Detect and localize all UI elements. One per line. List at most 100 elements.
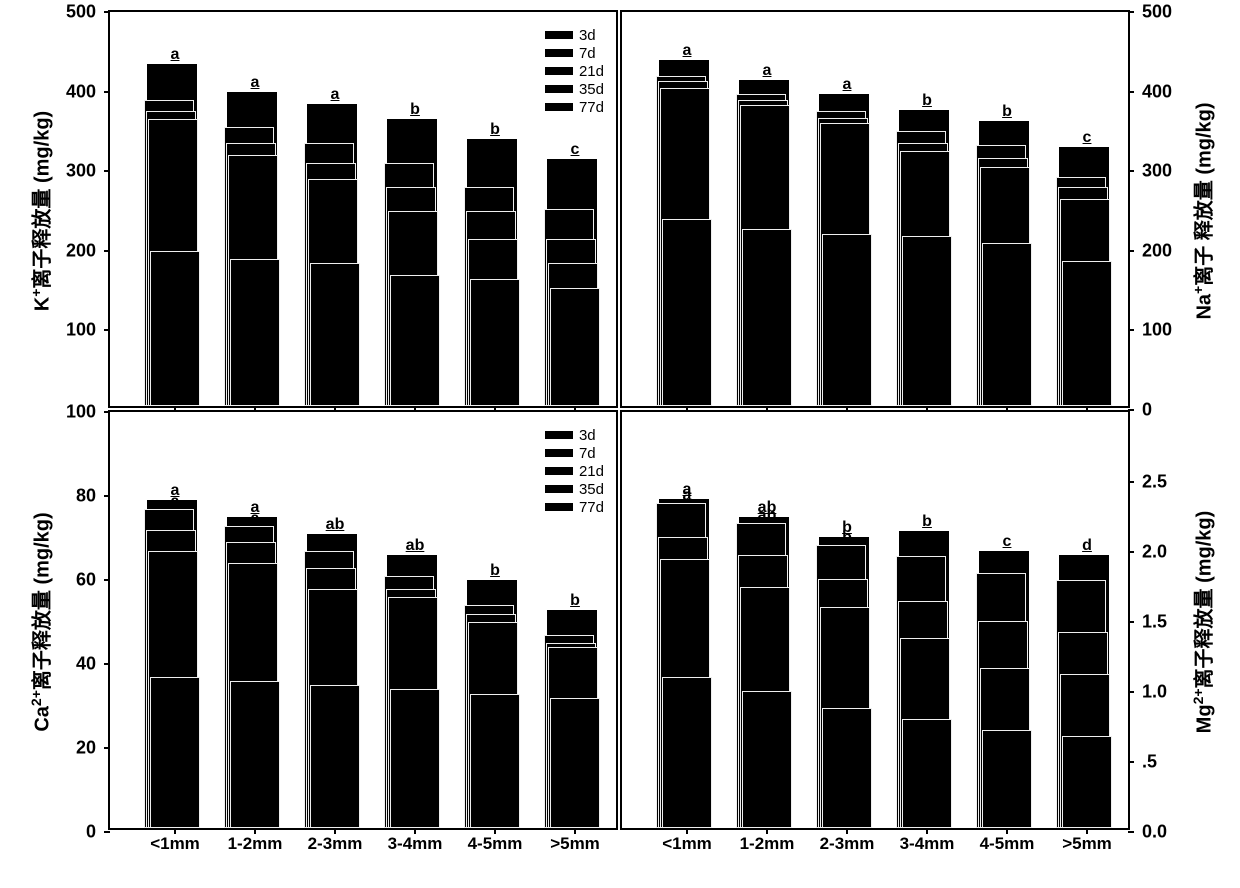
- legend-item: 3d: [545, 426, 604, 444]
- legend-item: 77d: [545, 98, 604, 116]
- y-tick-mark: [1128, 551, 1134, 553]
- x-tick-mark: [926, 828, 928, 834]
- sig-letter: ab: [326, 535, 345, 553]
- x-tick-label: 2-3mm: [820, 834, 875, 854]
- y-tick-mark: [104, 747, 110, 749]
- y-tick-label: 100: [66, 402, 96, 423]
- bar-d3: [230, 259, 280, 406]
- y-tick-label: 80: [76, 486, 96, 507]
- y-tick-label: 300: [66, 161, 96, 182]
- legend-item: 7d: [545, 444, 604, 462]
- x-tick-label: >5mm: [550, 834, 600, 854]
- x-tick-label: <1mm: [662, 834, 712, 854]
- x-tick-mark: [574, 828, 576, 834]
- sig-letter: ab: [406, 537, 425, 555]
- sig-letter: b: [1002, 129, 1012, 147]
- legend-swatch: [545, 31, 573, 39]
- legend-item: 21d: [545, 462, 604, 480]
- bar-d3: [470, 279, 520, 406]
- bar-d3: [902, 236, 952, 406]
- x-tick-label: 4-5mm: [980, 834, 1035, 854]
- legend-item: 77d: [545, 498, 604, 516]
- legend: 3d7d21d35d77d: [545, 426, 604, 516]
- y-tick-mark: [1128, 91, 1134, 93]
- legend-label: 21d: [579, 63, 604, 80]
- x-tick-mark: [846, 828, 848, 834]
- y-tick-label: 400: [66, 81, 96, 102]
- bar-d3: [390, 275, 440, 406]
- y-tick-mark: [104, 250, 110, 252]
- bar-d3: [822, 234, 872, 406]
- y-tick-label: 2.0: [1142, 542, 1167, 563]
- x-tick-label: 3-4mm: [388, 834, 443, 854]
- panel-Ca: 020406080100Ca2+离子释放量 (mg/kg)3d7d21d35d7…: [108, 410, 618, 830]
- sig-letter: b: [922, 92, 932, 110]
- bar-d3: [662, 219, 712, 406]
- sig-letter: b: [922, 220, 932, 238]
- y-tick-label: 2.5: [1142, 472, 1167, 493]
- sig-letter: ab: [246, 243, 265, 261]
- bar-d3: [550, 288, 600, 406]
- sig-letter: b: [922, 703, 932, 721]
- sig-letter: ab: [246, 111, 265, 129]
- sig-letter: ab: [406, 560, 425, 578]
- sig-letter: c: [491, 171, 500, 189]
- legend: 3d7d21d35d77d: [545, 26, 604, 116]
- panel-K: 100200300400500K+离子释放量 (mg/kg)3d7d21d35d…: [108, 10, 618, 408]
- legend-label: 7d: [579, 445, 596, 462]
- sig-letter: a: [683, 203, 692, 221]
- sig-letter: d: [570, 193, 580, 211]
- sig-letter: a: [683, 42, 692, 60]
- y-tick-label: 20: [76, 738, 96, 759]
- x-tick-mark: [1086, 828, 1088, 834]
- y-tick-mark: [1128, 329, 1134, 331]
- legend-swatch: [545, 67, 573, 75]
- legend-item: 35d: [545, 80, 604, 98]
- y-tick-mark: [104, 11, 110, 13]
- sig-letter: ab: [838, 218, 857, 236]
- legend-label: 3d: [579, 27, 596, 44]
- x-tick-label: <1mm: [150, 834, 200, 854]
- y-tick-mark: [104, 411, 110, 413]
- x-tick-label: 3-4mm: [900, 834, 955, 854]
- y-tick-label: 1.5: [1142, 612, 1167, 633]
- sig-letter: d: [1082, 537, 1092, 555]
- sig-letter: b: [490, 562, 500, 580]
- sig-letter: c: [571, 619, 580, 637]
- y-axis-label: Mg2+离子释放量 (mg/kg): [1188, 511, 1217, 734]
- sig-letter: c: [571, 272, 580, 290]
- sig-letter: c: [1083, 245, 1092, 263]
- legend-swatch: [545, 485, 573, 493]
- sig-letter: ab: [758, 675, 777, 693]
- figure: 100200300400500K+离子释放量 (mg/kg)3d7d21d35d…: [0, 0, 1240, 888]
- legend-swatch: [545, 431, 573, 439]
- legend-swatch: [545, 85, 573, 93]
- sig-letter: a: [251, 510, 260, 528]
- y-tick-mark: [104, 495, 110, 497]
- y-tick-label: 0: [1142, 400, 1152, 421]
- y-tick-mark: [104, 170, 110, 172]
- legend-swatch: [545, 467, 573, 475]
- bar-d3: [822, 708, 872, 828]
- y-tick-mark: [1128, 761, 1134, 763]
- x-tick-mark: [766, 828, 768, 834]
- bar-d3: [982, 730, 1032, 828]
- sig-letter: ab: [758, 507, 777, 525]
- bar-d3: [1062, 736, 1112, 828]
- legend-swatch: [545, 449, 573, 457]
- y-tick-label: 40: [76, 654, 96, 675]
- bar-d3: [982, 243, 1032, 406]
- panel-Mg: 0.0.51.01.52.02.5Mg2+离子释放量 (mg/kg)<1mmaa…: [620, 410, 1130, 830]
- bar-d3: [310, 685, 360, 828]
- sig-letter: a: [763, 78, 772, 96]
- panel-Na: 0100200300400500Na+离子 释放量 (mg/kg)aaaaaab…: [620, 10, 1130, 408]
- y-tick-label: 0.0: [1142, 822, 1167, 843]
- sig-letter: b: [842, 692, 852, 710]
- y-tick-label: 1.0: [1142, 682, 1167, 703]
- sig-letter: ab: [758, 213, 777, 231]
- y-axis-label: Ca2+离子释放量 (mg/kg): [26, 512, 55, 731]
- sig-letter: a: [251, 665, 260, 683]
- y-tick-mark: [1128, 831, 1134, 833]
- y-tick-label: 500: [1142, 2, 1172, 23]
- bar-d3: [742, 229, 792, 406]
